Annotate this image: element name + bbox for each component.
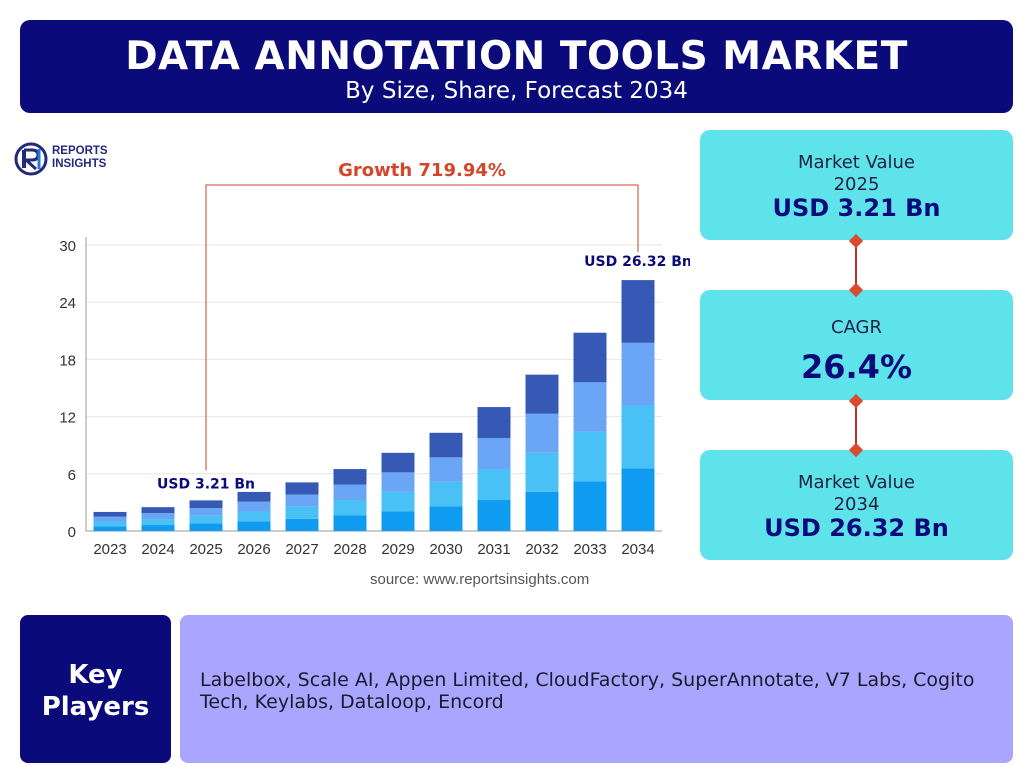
bar-segment	[477, 438, 511, 470]
bar-segment	[621, 280, 655, 343]
x-tick-label: 2026	[237, 541, 270, 558]
bar-segment	[237, 491, 271, 502]
key-players-title-line1: Key	[68, 660, 123, 690]
bar-segment	[573, 481, 607, 531]
bar-segment	[285, 494, 319, 507]
bar-segment	[381, 452, 415, 473]
bar-segment	[477, 500, 511, 531]
key-players-title-line2: Players	[41, 692, 150, 722]
bar-segment	[93, 516, 127, 522]
key-players-list: Labelbox, Scale AI, Appen Limited, Cloud…	[200, 669, 975, 713]
y-tick-label: 0	[68, 524, 76, 541]
bar-segment	[141, 519, 175, 526]
bar-segment	[189, 500, 223, 509]
stacked-bar-chart: 0 6 12 18 24 30 2023 2024 2025 2026 2027 2028 2029 20…	[59, 160, 690, 558]
bar-segment	[189, 523, 223, 531]
bar-segment	[285, 482, 319, 495]
bar-segment	[285, 506, 319, 519]
x-tick-label: 2023	[93, 541, 126, 558]
kpi-value: USD 26.32 Bn	[764, 514, 949, 542]
bar-segment	[381, 491, 415, 512]
end-value-label: USD 26.32 Bn	[584, 254, 690, 270]
bar-segment	[477, 407, 511, 439]
logo-mark-icon	[14, 142, 48, 176]
kpi-market-value-2025: Market Value 2025 USD 3.21 Bn	[700, 130, 1013, 240]
kpi-connector-line	[855, 240, 857, 290]
bar-segment	[141, 525, 175, 531]
x-tick-label: 2032	[525, 541, 558, 558]
x-tick-label: 2024	[141, 541, 174, 558]
y-tick-label: 18	[59, 352, 76, 369]
kpi-cagr: CAGR 26.4%	[700, 290, 1013, 400]
bar-segment	[525, 491, 559, 531]
x-tick-label: 2028	[333, 541, 366, 558]
x-tick-label: 2033	[573, 541, 606, 558]
bar-segment	[333, 484, 367, 501]
key-players-list-box: Labelbox, Scale AI, Appen Limited, Cloud…	[180, 615, 1013, 763]
y-tick-label: 30	[59, 238, 76, 255]
growth-label: Growth 719.94%	[338, 160, 506, 181]
x-tick-label: 2031	[477, 541, 510, 558]
x-tick-label: 2029	[381, 541, 414, 558]
bar-segment	[525, 374, 559, 414]
bar-segment	[429, 432, 463, 458]
bar-segment	[333, 500, 367, 516]
bar-segment	[93, 521, 127, 527]
x-tick-label: 2030	[429, 541, 462, 558]
x-tick-label: 2027	[285, 541, 318, 558]
bar-segment	[93, 526, 127, 531]
kpi-connector-line	[855, 400, 857, 450]
y-tick-label: 12	[59, 410, 76, 427]
logo-text-line1: REPORTS	[52, 145, 108, 157]
page-subtitle: By Size, Share, Forecast 2034	[345, 78, 688, 104]
bar-segment	[573, 382, 607, 432]
bar-segment	[573, 332, 607, 383]
bar-segment	[573, 431, 607, 482]
bar-segment	[477, 469, 511, 501]
start-value-label: USD 3.21 Bn	[157, 476, 255, 492]
bar-segment	[237, 501, 271, 512]
bar-segment	[285, 518, 319, 531]
bar-segment	[189, 508, 223, 516]
growth-bracket	[205, 184, 639, 471]
bar-segment	[237, 511, 271, 522]
bar-segment	[621, 468, 655, 531]
bar-segment	[333, 469, 367, 485]
x-tick-label: 2034	[621, 541, 654, 558]
bar-segment	[525, 413, 559, 453]
kpi-value: USD 3.21 Bn	[772, 194, 941, 222]
x-tick-label: 2025	[189, 541, 222, 558]
kpi-year: 2034	[833, 494, 880, 515]
bar-segment	[237, 521, 271, 531]
logo-text-line2: INSIGHTS	[52, 158, 107, 170]
bar-segment	[141, 513, 175, 520]
bar-segment	[333, 515, 367, 531]
bar-segment	[621, 342, 655, 406]
kpi-year: 2025	[833, 174, 880, 195]
kpi-label: CAGR	[830, 317, 883, 338]
key-players-title: Key Players	[20, 659, 171, 723]
bar-segment	[429, 506, 463, 531]
bar-segment	[429, 481, 463, 507]
kpi-market-value-2034: Market Value 2034 USD 26.32 Bn	[700, 450, 1013, 560]
bar-segment	[141, 507, 175, 514]
source-note: source: www.reportsinsights.com	[370, 571, 590, 588]
y-tick-label: 24	[59, 295, 76, 312]
reports-insights-logo: REPORTS INSIGHTS	[14, 141, 134, 177]
bar-segment	[381, 511, 415, 531]
kpi-label: Market Value	[797, 152, 916, 173]
header-banner: DATA ANNOTATION TOOLS MARKET By Size, Sh…	[20, 20, 1013, 113]
bar-segment	[429, 457, 463, 482]
key-players-heading-box: Key Players	[20, 615, 171, 763]
bar-segment	[621, 405, 655, 469]
y-tick-label: 6	[68, 467, 76, 484]
bar-segment	[381, 472, 415, 492]
kpi-value: 26.4%	[800, 348, 912, 386]
kpi-label: Market Value	[797, 472, 916, 493]
bar-segment	[93, 511, 127, 517]
bar-segment	[189, 515, 223, 524]
page-title: DATA ANNOTATION TOOLS MARKET	[125, 34, 908, 79]
bar-segment	[525, 452, 559, 492]
